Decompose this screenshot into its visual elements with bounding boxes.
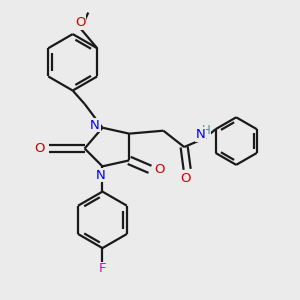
Text: H: H [202,124,211,137]
Text: O: O [34,142,45,155]
Text: N: N [90,119,100,132]
Text: O: O [75,16,86,29]
Text: O: O [180,172,191,185]
Text: O: O [154,163,165,176]
Text: N: N [196,128,206,141]
Text: F: F [99,262,106,275]
Text: N: N [96,169,106,182]
